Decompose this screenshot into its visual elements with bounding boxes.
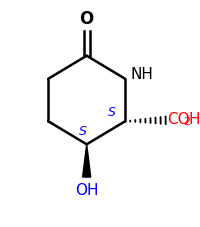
Polygon shape — [82, 144, 90, 177]
Text: O: O — [79, 10, 93, 28]
Text: S: S — [79, 125, 86, 138]
Text: 2: 2 — [182, 117, 190, 127]
Text: NH: NH — [130, 67, 153, 81]
Text: H: H — [188, 112, 199, 127]
Text: S: S — [107, 106, 115, 119]
Text: OH: OH — [75, 183, 98, 198]
Text: CO: CO — [167, 112, 189, 127]
